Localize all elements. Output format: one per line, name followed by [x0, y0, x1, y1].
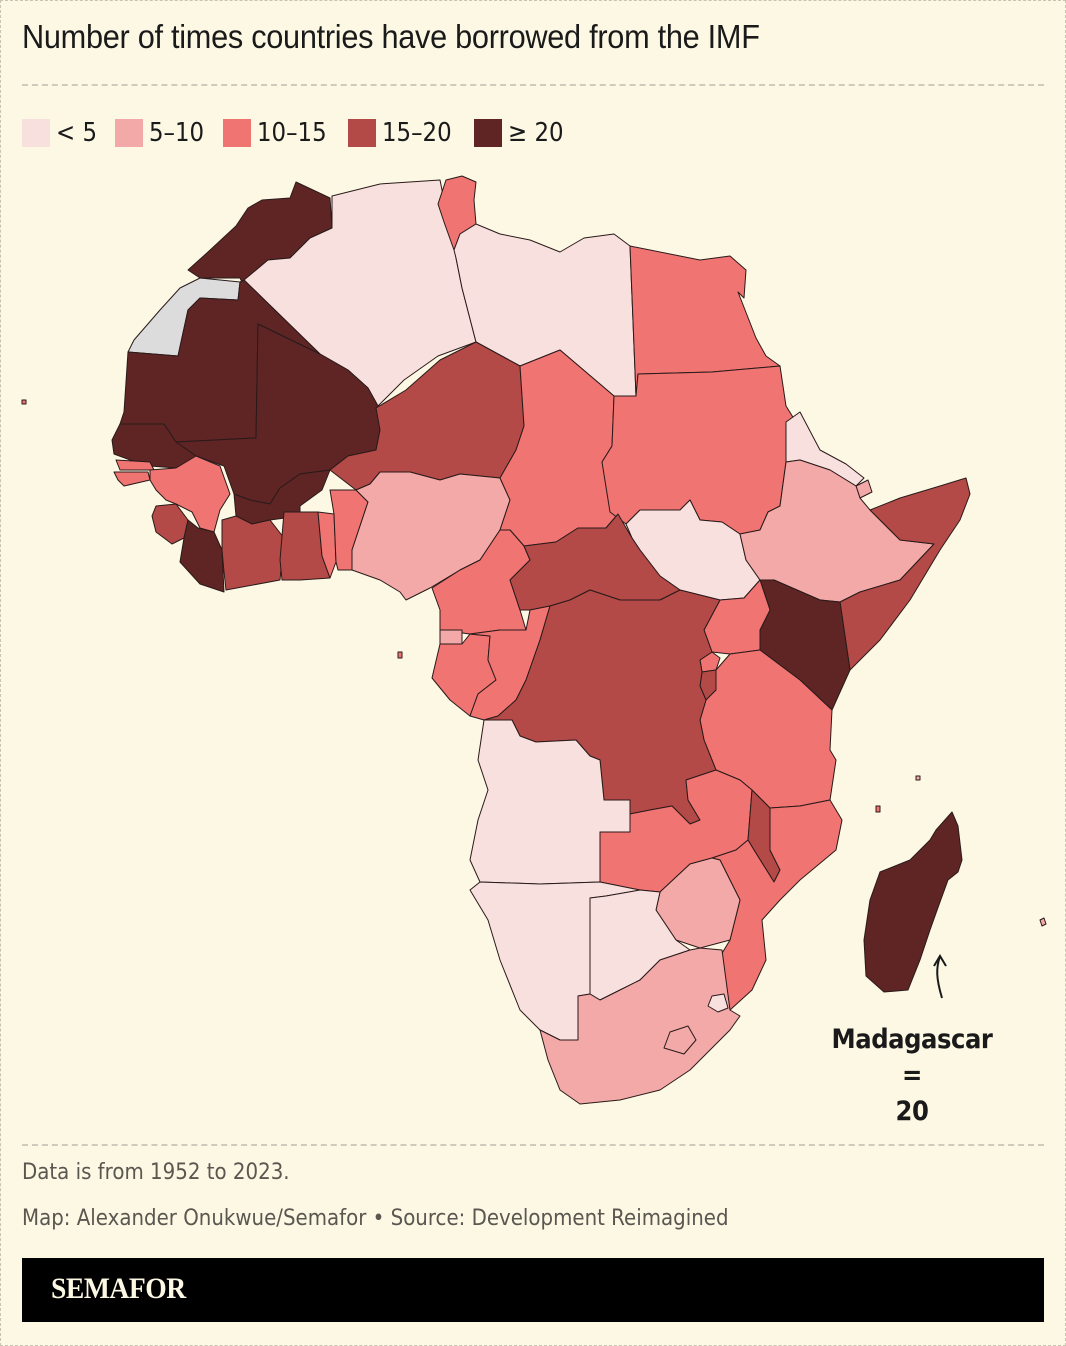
island-layer: Cape Verde São Tomé Comoros Mauritius Seyche…	[21, 399, 1047, 927]
country-togo: Togo	[317, 511, 337, 579]
semafor-logo: SEMAFOR	[51, 1272, 186, 1305]
country-sierra-leone: Sierra Leone	[151, 503, 189, 545]
legend-item-gte20: ≥ 20	[473, 118, 564, 148]
legend-swatch	[22, 119, 50, 147]
legend-label: 5–10	[148, 118, 204, 148]
legend-item-15-20: 15–20	[348, 118, 453, 148]
credit-line: Map: Alexander Onukwue/Semafor • Source:…	[22, 1206, 729, 1231]
country-eswatini: Eswatini	[707, 993, 729, 1013]
country-liberia: Liberia	[179, 519, 225, 593]
country-south-africa: South Africa	[539, 947, 741, 1105]
legend-label: ≥ 20	[507, 118, 564, 148]
chart-title: Number of times countries have borrowed …	[22, 18, 760, 55]
country-layer: MoroccoWestern SaharaAlgeriaTunisiaLibya…	[111, 175, 971, 1105]
country-madagascar: Madagascar	[863, 811, 963, 993]
brand-bar: SEMAFOR	[22, 1258, 1044, 1322]
country-mauritius: Mauritius	[1039, 917, 1047, 927]
title-divider	[22, 84, 1044, 86]
legend-swatch	[473, 119, 502, 147]
legend-item-5-10: 5–10	[114, 118, 204, 148]
country-s-o-tom-: São Tomé	[397, 651, 403, 659]
country-lesotho: Lesotho	[663, 1025, 697, 1055]
legend-item-10-15: 10–15	[223, 118, 328, 148]
country-gambia: Gambia	[115, 459, 155, 471]
legend-label: 15–20	[382, 118, 453, 148]
legend-label: 10–15	[257, 118, 327, 148]
annotation-line-1: Madagascar =	[831, 1024, 993, 1091]
africa-map: MoroccoWestern SaharaAlgeriaTunisiaLibya…	[21, 175, 1047, 1105]
country-equatorial-guinea: Equatorial Guinea	[439, 629, 463, 645]
data-note: Data is from 1952 to 2023.	[22, 1160, 290, 1185]
legend-swatch	[348, 119, 377, 147]
annotation-line-2: 20	[895, 1096, 929, 1127]
madagascar-annotation: Madagascar = 20	[822, 1022, 1002, 1130]
legend-swatch	[223, 119, 252, 147]
country-seychelles: Seychelles	[915, 775, 921, 781]
country-comoros: Comoros	[875, 805, 881, 813]
arrowhead-icon	[933, 954, 947, 967]
country-c-te-d-ivoire: Côte d'Ivoire	[221, 515, 285, 591]
legend-swatch	[114, 119, 143, 147]
legend-label: < 5	[56, 118, 98, 148]
footer-divider	[22, 1144, 1044, 1146]
country-cape-verde: Cape Verde	[21, 399, 27, 405]
country-somalia: Somalia	[839, 477, 971, 671]
legend-item-lt5: < 5	[22, 118, 98, 148]
country-guinea-bissau: Guinea-Bissau	[113, 471, 151, 487]
annotation-arrow-icon	[936, 955, 943, 999]
legend: < 5 5–10 10–15 15–20 ≥ 20	[22, 118, 583, 148]
